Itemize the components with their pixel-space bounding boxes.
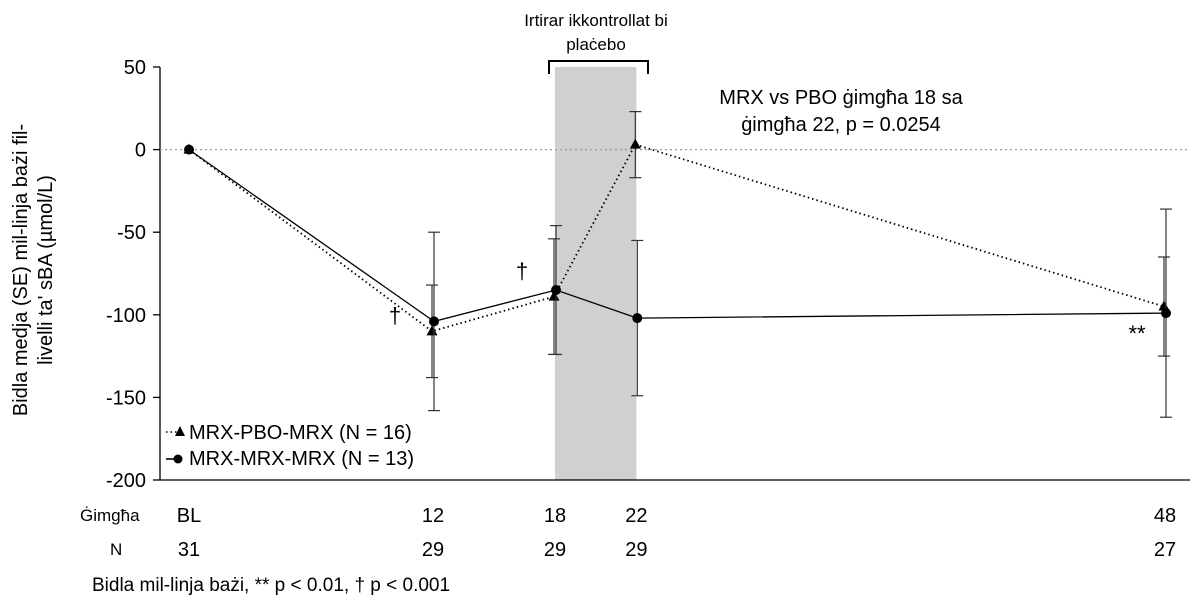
legend-entry-mrx-pbo-mrx: MRX-PBO-MRX (N = 16) [189, 422, 412, 444]
y-tick-label: 50 [124, 57, 146, 79]
y-axis-label-line-1: Bidla medja (SE) mil-linja bażi fil- [10, 124, 32, 416]
triangle-marker [629, 138, 641, 149]
significance-marker: ** [1128, 321, 1146, 346]
circle-marker [1161, 308, 1171, 319]
circle-marker [551, 285, 561, 296]
triangle-marker [548, 290, 560, 301]
circle-marker [632, 313, 643, 324]
triangle-marker [426, 325, 438, 336]
series-mrx-pbo-mrx [183, 111, 1170, 379]
series-mrx-mrx-mrx [184, 144, 1172, 418]
shade-bracket [548, 60, 649, 74]
footnote: Bidla mil-linja bażi, ** p < 0.01, † p <… [92, 575, 450, 596]
x-tick-label: 18 [544, 505, 566, 527]
series-line [188, 149, 1167, 323]
legend-entry-mrx-mrx-mrx: MRX-MRX-MRX (N = 13) [189, 448, 414, 470]
triangle-marker [1158, 300, 1170, 311]
y-ticks: 50 0 -50 -100 -150 -200 [106, 57, 160, 492]
series-line [188, 143, 1165, 333]
y-axis-label-line-2: livelli ta' sBA (µmol/L) [35, 175, 57, 365]
comparison-annotation-line-1: MRX vs PBO ġimgħa 18 sa [719, 87, 963, 109]
x-tick-label: 22 [625, 505, 647, 527]
n-value: 29 [422, 539, 444, 561]
significance-marker: † [516, 258, 528, 283]
x-tick-label: BL [177, 505, 201, 527]
y-tick-label: -200 [106, 470, 146, 492]
n-value: 31 [178, 539, 200, 561]
shade-label-line-1: Irtirar ikkontrollat bi [524, 11, 668, 30]
shade-label-line-2: plaċebo [566, 35, 626, 54]
n-row-label: N [110, 540, 122, 559]
week-row-label: Ġimgħa [80, 505, 140, 525]
circle-marker [184, 144, 194, 155]
placebo-withdrawal-shade [555, 67, 637, 480]
legend: MRX-PBO-MRX (N = 16) MRX-MRX-MRX (N = 13… [166, 422, 414, 470]
axes [159, 67, 1190, 481]
y-tick-label: -150 [106, 387, 146, 409]
circle-marker [429, 316, 439, 327]
x-tick-label: 12 [422, 505, 444, 527]
significance-marker: † [389, 303, 401, 328]
y-tick-label: 0 [135, 140, 146, 162]
n-values-row: 31 29 29 29 27 [178, 539, 1176, 561]
y-tick-label: -50 [117, 222, 146, 244]
series-layer: † † ** [183, 111, 1172, 418]
y-tick-label: -100 [106, 305, 146, 327]
legend-triangle-marker [175, 426, 185, 436]
x-tick-label: 48 [1154, 505, 1176, 527]
x-tick-labels: BL 12 18 22 48 [177, 505, 1176, 527]
comparison-annotation-line-2: ġimgħa 22, p = 0.0254 [741, 114, 941, 136]
n-value: 27 [1154, 539, 1176, 561]
n-value: 29 [544, 539, 566, 561]
legend-circle-marker [173, 454, 183, 464]
n-value: 29 [625, 539, 647, 561]
